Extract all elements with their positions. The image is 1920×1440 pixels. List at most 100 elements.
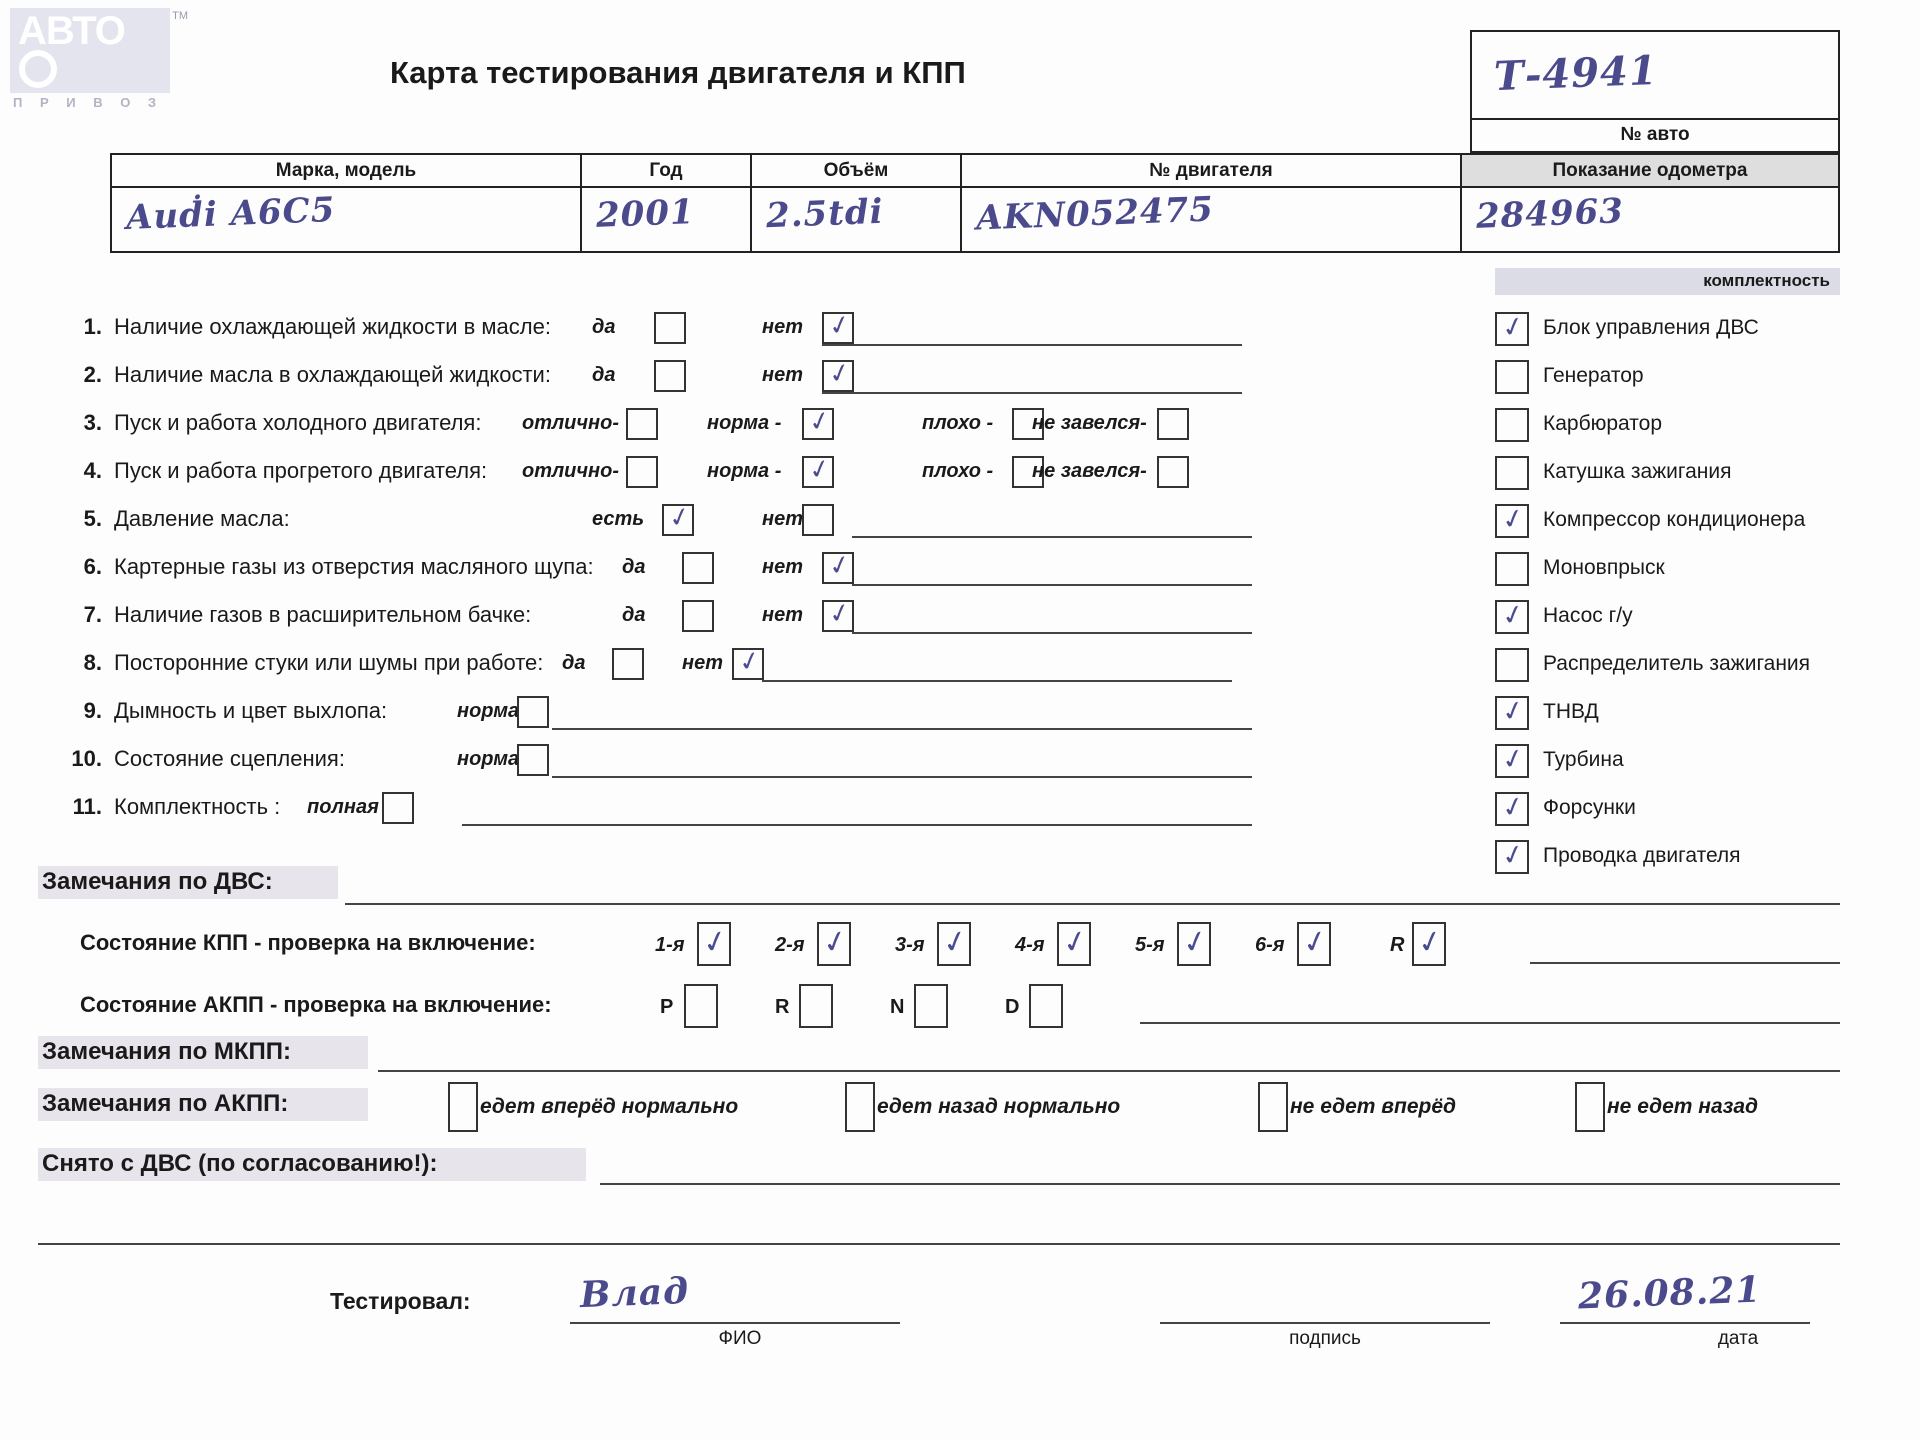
vehicle-info-table: Марка, модель Auḋi A6C5 Год 2001 Объём 2… bbox=[110, 153, 1840, 253]
checklist-option-checkbox[interactable]: ✓ bbox=[822, 309, 854, 344]
checklist-number: 4. bbox=[83, 458, 102, 483]
completeness-checkbox[interactable]: ✓ bbox=[1495, 310, 1529, 346]
completeness-checkbox[interactable]: ✓ bbox=[1495, 694, 1529, 730]
checklist-write-in-line[interactable] bbox=[852, 632, 1252, 634]
checklist-option-checkbox[interactable] bbox=[654, 360, 686, 392]
checklist-number: 3. bbox=[83, 410, 102, 435]
checklist-write-in-line[interactable] bbox=[552, 728, 1252, 730]
checklist-item: 5. Давление масла: есть ✓ нет bbox=[62, 501, 1482, 550]
checklist-write-in-line[interactable] bbox=[852, 584, 1252, 586]
completeness-item[interactable]: ✓ Компрессор кондиционера bbox=[1495, 502, 1915, 550]
checklist-write-in-line[interactable] bbox=[852, 536, 1252, 538]
kpp-gear-checkbox[interactable]: ✓ bbox=[1297, 922, 1332, 966]
completeness-checkbox[interactable]: ✓ bbox=[1495, 838, 1529, 874]
akpp-drive-checkbox[interactable] bbox=[448, 1082, 478, 1132]
completeness-item[interactable]: Моновпрыск bbox=[1495, 550, 1915, 598]
akpp-position-checkbox[interactable] bbox=[914, 984, 948, 1028]
checklist-option-checkbox[interactable] bbox=[1012, 456, 1044, 488]
completeness-item[interactable]: ✓ Проводка двигателя bbox=[1495, 838, 1915, 886]
checklist-option-checkbox[interactable]: ✓ bbox=[802, 453, 834, 488]
checklist-option-checkbox[interactable] bbox=[1012, 408, 1044, 440]
checklist-option-checkbox[interactable] bbox=[682, 552, 714, 584]
checklist-option-label: норма - bbox=[707, 412, 782, 434]
checkmark-icon: ✓ bbox=[1059, 922, 1092, 963]
completeness-item[interactable]: ✓ Блок управления ДВС bbox=[1495, 310, 1915, 358]
checklist-option-checkbox[interactable] bbox=[626, 456, 658, 488]
auto-number-box: Т-4941 bbox=[1470, 30, 1840, 120]
akpp-drive-checkbox[interactable] bbox=[1258, 1082, 1288, 1132]
removed-line-2[interactable] bbox=[38, 1243, 1840, 1245]
checklist-option-checkbox[interactable]: ✓ bbox=[822, 549, 854, 584]
checklist-option-checkbox[interactable] bbox=[654, 312, 686, 344]
checklist-option-checkbox[interactable] bbox=[612, 648, 644, 680]
completeness-item[interactable]: ✓ ТНВД bbox=[1495, 694, 1915, 742]
page-title: Карта тестирования двигателя и КПП bbox=[390, 55, 966, 90]
akpp-notes-line[interactable] bbox=[1140, 1022, 1840, 1024]
checklist-item: 8. Посторонние стуки или шумы при работе:… bbox=[62, 645, 1482, 694]
year-value: 2001 bbox=[595, 192, 696, 236]
akpp-position-checkbox[interactable] bbox=[684, 984, 718, 1028]
checklist-write-in-line[interactable] bbox=[462, 824, 1252, 826]
checklist-option-checkbox[interactable] bbox=[517, 744, 549, 776]
completeness-checkbox[interactable] bbox=[1495, 552, 1529, 586]
checklist-option-checkbox[interactable]: ✓ bbox=[822, 357, 854, 392]
removed-line-1[interactable] bbox=[600, 1183, 1840, 1185]
checklist-option-checkbox[interactable] bbox=[682, 600, 714, 632]
completeness-item[interactable]: ✓ Насос г/у bbox=[1495, 598, 1915, 646]
kpp-gear-label: 6-я bbox=[1255, 934, 1285, 956]
kpp-gear-checkbox[interactable]: ✓ bbox=[1412, 922, 1447, 966]
akpp-position-checkbox[interactable] bbox=[799, 984, 833, 1028]
col-header-odometer: Показание одометра bbox=[1462, 155, 1838, 188]
akpp-drive-label: едет вперёд нормально bbox=[480, 1095, 739, 1118]
akpp-drive-checkbox[interactable] bbox=[845, 1082, 875, 1132]
checklist-text: Комплектность : bbox=[114, 794, 281, 819]
completeness-item[interactable]: ✓ Турбина bbox=[1495, 742, 1915, 790]
completeness-checkbox[interactable] bbox=[1495, 408, 1529, 442]
checklist-write-in-line[interactable] bbox=[822, 344, 1242, 346]
checklist-option-checkbox[interactable] bbox=[1157, 456, 1189, 488]
date-line[interactable] bbox=[1560, 1322, 1810, 1324]
kpp-gear-checkbox[interactable]: ✓ bbox=[1057, 922, 1092, 966]
checklist-write-in-line[interactable] bbox=[762, 680, 1232, 682]
completeness-checkbox[interactable] bbox=[1495, 456, 1529, 490]
akpp-position-checkbox[interactable] bbox=[1029, 984, 1063, 1028]
checkmark-icon: ✓ bbox=[805, 404, 835, 440]
completeness-checkbox[interactable] bbox=[1495, 648, 1529, 682]
completeness-label: Компрессор кондиционера bbox=[1543, 508, 1806, 531]
akpp-drive-checkbox[interactable] bbox=[1575, 1082, 1605, 1132]
checklist-option-checkbox[interactable] bbox=[382, 792, 414, 824]
signature-line[interactable] bbox=[1160, 1322, 1490, 1324]
kpp-gear-checkbox[interactable]: ✓ bbox=[697, 922, 732, 966]
kpp-gear-checkbox[interactable]: ✓ bbox=[1177, 922, 1212, 966]
completeness-checkbox[interactable] bbox=[1495, 360, 1529, 394]
completeness-item[interactable]: ✓ Форсунки bbox=[1495, 790, 1915, 838]
completeness-checkbox[interactable]: ✓ bbox=[1495, 502, 1529, 538]
kpp-gear-checkbox[interactable]: ✓ bbox=[937, 922, 972, 966]
checklist-option-checkbox[interactable]: ✓ bbox=[802, 404, 835, 440]
checklist-option-checkbox[interactable] bbox=[1157, 408, 1189, 440]
completeness-label: Распределитель зажигания bbox=[1543, 652, 1811, 675]
completeness-item[interactable]: Генератор bbox=[1495, 358, 1915, 406]
kpp-gear-checkbox[interactable]: ✓ bbox=[817, 922, 852, 966]
completeness-item[interactable]: Катушка зажигания bbox=[1495, 454, 1915, 502]
completeness-list: ✓ Блок управления ДВС Генератор Карбюратор К… bbox=[1495, 310, 1915, 886]
completeness-checkbox[interactable]: ✓ bbox=[1495, 790, 1529, 826]
checklist-option-checkbox[interactable] bbox=[626, 408, 658, 440]
checklist-option-checkbox[interactable]: ✓ bbox=[822, 597, 854, 632]
kpp-notes-line[interactable] bbox=[1530, 962, 1840, 964]
checklist-write-in-line[interactable] bbox=[822, 392, 1242, 394]
checklist-option-checkbox[interactable] bbox=[802, 504, 834, 536]
checklist-option-checkbox[interactable]: ✓ bbox=[732, 645, 764, 680]
completeness-item[interactable]: Карбюратор bbox=[1495, 406, 1915, 454]
dvs-notes-line[interactable] bbox=[345, 903, 1840, 905]
completeness-checkbox[interactable]: ✓ bbox=[1495, 598, 1529, 634]
checklist-option-checkbox[interactable] bbox=[517, 696, 549, 728]
trademark-icon: TM bbox=[172, 10, 188, 22]
mkpp-notes-line[interactable] bbox=[378, 1070, 1840, 1072]
completeness-item[interactable]: Распределитель зажигания bbox=[1495, 646, 1915, 694]
checklist-write-in-line[interactable] bbox=[552, 776, 1252, 778]
completeness-checkbox[interactable]: ✓ bbox=[1495, 742, 1529, 778]
fio-line[interactable] bbox=[570, 1322, 900, 1324]
checklist-option-checkbox[interactable]: ✓ bbox=[662, 501, 694, 536]
